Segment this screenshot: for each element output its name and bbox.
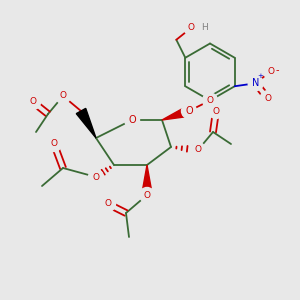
Circle shape [196, 19, 213, 36]
Text: O: O [59, 92, 67, 100]
Text: O: O [50, 140, 58, 148]
Text: O: O [194, 146, 202, 154]
Text: O: O [29, 98, 37, 106]
Circle shape [182, 103, 196, 118]
Circle shape [208, 103, 224, 118]
Circle shape [263, 64, 278, 79]
Polygon shape [142, 165, 152, 195]
Text: O: O [104, 200, 112, 208]
Circle shape [260, 91, 275, 106]
Text: O: O [264, 94, 271, 103]
Text: +: + [257, 73, 263, 79]
Text: O: O [143, 190, 151, 200]
Text: O: O [212, 106, 220, 116]
Circle shape [124, 112, 140, 128]
Polygon shape [162, 106, 191, 120]
Circle shape [46, 136, 62, 152]
Text: N: N [252, 78, 260, 88]
Text: H: H [201, 23, 208, 32]
Circle shape [88, 169, 104, 184]
Circle shape [56, 88, 70, 104]
Circle shape [202, 93, 217, 108]
Circle shape [26, 94, 40, 110]
Text: O: O [267, 67, 274, 76]
Circle shape [100, 196, 116, 211]
Text: O: O [185, 106, 193, 116]
Circle shape [190, 142, 206, 158]
Circle shape [140, 188, 154, 202]
Text: O: O [206, 96, 214, 105]
Circle shape [184, 20, 199, 35]
Text: -: - [275, 65, 279, 75]
Circle shape [248, 76, 263, 91]
Text: O: O [188, 23, 195, 32]
Text: O: O [92, 172, 100, 182]
Text: O: O [128, 115, 136, 125]
Polygon shape [76, 108, 96, 138]
